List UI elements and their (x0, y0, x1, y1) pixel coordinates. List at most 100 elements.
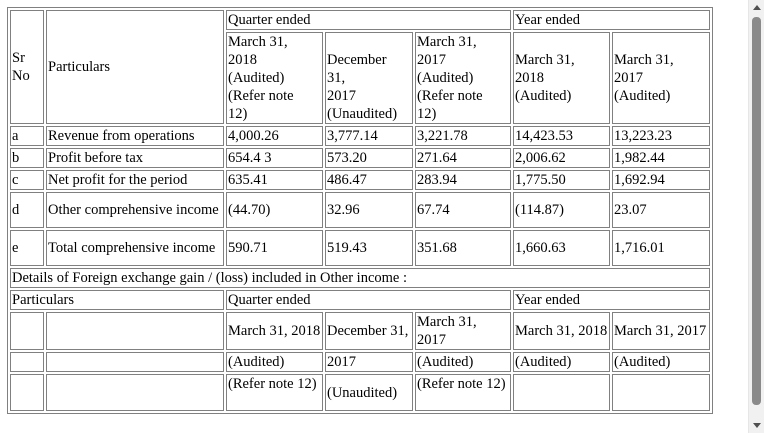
table-row: a Revenue from operations 4,000.26 3,777… (10, 126, 710, 146)
col-header-y2: March 31, 2017 (Audited) (612, 32, 710, 124)
fx-dates-row: March 31, 2018 December 31, March 31, 20… (10, 312, 710, 350)
col-header-line: March 31, (228, 34, 288, 50)
details-caption-row: Details of Foreign exchange gain / (loss… (10, 268, 710, 288)
col-header-line: 2018 (228, 52, 257, 68)
fx-status: (Audited) (415, 352, 511, 372)
year-ended-header: Year ended (513, 10, 710, 30)
empty-cell (46, 312, 224, 350)
row-value: 13,223.23 (612, 126, 710, 146)
row-value: 1,716.01 (612, 230, 710, 266)
row-sr: b (10, 148, 44, 168)
fx-date: March 31, 2018 (226, 312, 323, 350)
row-value: 3,777.14 (325, 126, 413, 146)
col-header-q1: March 31, 2018 (Audited) (Refer note 12) (226, 32, 323, 124)
col-header-line: (Unaudited) (327, 106, 398, 122)
document-viewport: Sr No Particulars Quarter ended Year end… (7, 7, 713, 414)
row-value: 1,982.44 (612, 148, 710, 168)
arrow-up-icon (753, 5, 761, 10)
row-value: 23.07 (612, 192, 710, 228)
col-header-line: (Refer note (417, 88, 483, 104)
row-label: Profit before tax (46, 148, 224, 168)
col-header-line: 2017 (417, 52, 446, 68)
row-value: 486.47 (325, 170, 413, 190)
row-label: Other comprehensive income (46, 192, 224, 228)
col-header-line: 2018 (515, 70, 544, 86)
row-value: 283.94 (415, 170, 511, 190)
arrow-down-icon (753, 423, 761, 428)
scroll-up-button[interactable] (749, 0, 764, 16)
fx-quarter-ended-header: Quarter ended (226, 290, 511, 310)
empty-cell (46, 374, 224, 411)
col-header-line: March 31, (614, 52, 674, 68)
row-value: 519.43 (325, 230, 413, 266)
fx-status: (Audited) (513, 352, 610, 372)
fx-header-row: Particulars Quarter ended Year ended (10, 290, 710, 310)
table-row: d Other comprehensive income (44.70) 32.… (10, 192, 710, 228)
row-value: 1,692.94 (612, 170, 710, 190)
row-value: 573.20 (325, 148, 413, 168)
row-value: 2,006.62 (513, 148, 610, 168)
fx-year-ended-header: Year ended (513, 290, 710, 310)
table-row: b Profit before tax 654.4 3 573.20 271.6… (10, 148, 710, 168)
row-value: 351.68 (415, 230, 511, 266)
scrollbar-thumb[interactable] (752, 17, 761, 405)
row-value: 1,660.63 (513, 230, 610, 266)
col-header-line: (Audited) (228, 70, 285, 86)
empty-cell (10, 374, 44, 411)
details-caption: Details of Foreign exchange gain / (loss… (10, 268, 710, 288)
fx-status: (Audited) (226, 352, 323, 372)
fx-date: March 31, 2017 (612, 312, 710, 350)
fx-date: December 31, (325, 312, 413, 350)
row-sr: a (10, 126, 44, 146)
row-label: Total comprehensive income (46, 230, 224, 266)
row-label: Net profit for the period (46, 170, 224, 190)
row-value: 271.64 (415, 148, 511, 168)
row-value: 635.41 (226, 170, 323, 190)
col-header-line: (Audited) (417, 70, 474, 86)
empty-cell (46, 352, 224, 372)
row-value: 4,000.26 (226, 126, 323, 146)
table-row: e Total comprehensive income 590.71 519.… (10, 230, 710, 266)
financial-results-table: Sr No Particulars Quarter ended Year end… (7, 7, 713, 414)
fx-note: (Unaudited) (325, 374, 413, 411)
fx-note: (Refer note 12) (226, 374, 323, 411)
row-value: 3,221.78 (415, 126, 511, 146)
header-row-periods: Sr No Particulars Quarter ended Year end… (10, 10, 710, 124)
row-sr: d (10, 192, 44, 228)
fx-status: (Audited) (612, 352, 710, 372)
col-header-line: 12) (228, 106, 248, 122)
header-row-dates: March 31, 2018 (Audited) (Refer note 12)… (10, 32, 710, 124)
col-header-line: (Audited) (614, 88, 671, 104)
col-header-q3: March 31, 2017 (Audited) (Refer note 12) (415, 32, 511, 124)
col-header-y1: March 31, 2018 (Audited) (513, 32, 610, 124)
table-row: c Net profit for the period 635.41 486.4… (10, 170, 710, 190)
fx-note: (Refer note 12) (415, 374, 511, 411)
particulars-header: Particulars (46, 10, 224, 124)
row-value: 67.74 (415, 192, 511, 228)
col-header-line: 12) (417, 106, 437, 122)
fx-date: March 31, 2018 (513, 312, 610, 350)
row-value: 1,775.50 (513, 170, 610, 190)
empty-cell (10, 352, 44, 372)
row-sr: c (10, 170, 44, 190)
vertical-scrollbar[interactable] (748, 0, 764, 433)
col-header-line: (Refer note (228, 88, 294, 104)
fx-status: 2017 (325, 352, 413, 372)
col-header-line: December (327, 52, 387, 68)
row-label: Revenue from operations (46, 126, 224, 146)
fx-note-row: (Refer note 12) (Unaudited) (Refer note … (10, 374, 710, 411)
row-value: 14,423.53 (513, 126, 610, 146)
row-value: 654.4 3 (226, 148, 323, 168)
row-value: 590.71 (226, 230, 323, 266)
col-header-line: 31, (327, 70, 346, 86)
fx-note (513, 374, 610, 411)
fx-date: March 31, 2017 (415, 312, 511, 350)
col-header-line: March 31, (515, 52, 575, 68)
col-header-line: March 31, (417, 34, 477, 50)
fx-note (612, 374, 710, 411)
row-sr: e (10, 230, 44, 266)
empty-cell (10, 312, 44, 350)
col-header-q2: December 31, 2017 (Unaudited) (325, 32, 413, 124)
col-header-line: 2017 (614, 70, 643, 86)
scroll-down-button[interactable] (749, 417, 764, 433)
